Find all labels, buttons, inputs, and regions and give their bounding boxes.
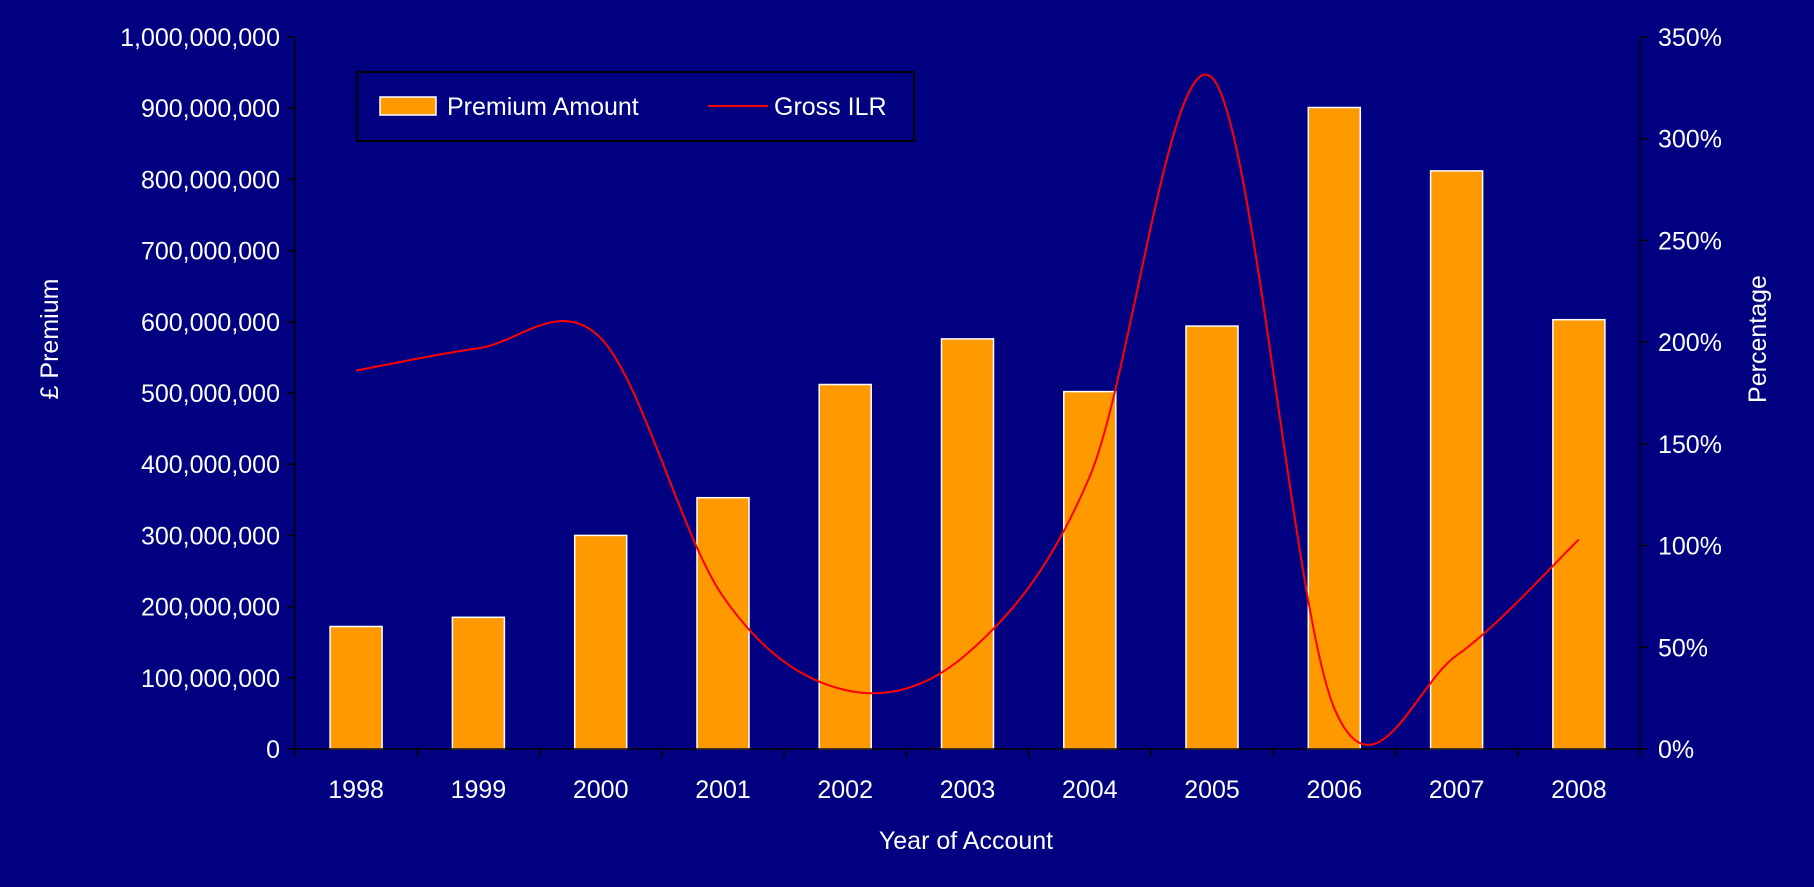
bar-2006 <box>1307 106 1362 750</box>
bar-2007 <box>1429 170 1484 750</box>
y-right-tick-label: 350% <box>1658 24 1722 52</box>
bar-2003 <box>940 338 995 750</box>
y-right-tick-label: 200% <box>1658 329 1722 357</box>
y-left-tick-label: 200,000,000 <box>141 594 280 622</box>
x-tick-label: 2006 <box>1306 776 1362 804</box>
x-axis-ticks: 1998 1999 2000 2001 2002 2003 2004 2005 2006 2007… <box>294 749 1641 804</box>
x-tick-label: 2007 <box>1429 776 1485 804</box>
x-tick-label: 1999 <box>451 776 507 804</box>
bar-2004 <box>1063 390 1117 750</box>
y-axis-right-title: Percentage <box>1744 275 1772 403</box>
y-left-tick-label: 700,000,000 <box>141 238 280 266</box>
left-axis-ticks: 0 100,000,000 200,000,000 300,000,000 400,00… <box>120 24 295 764</box>
y-left-tick-label: 900,000,000 <box>141 95 280 123</box>
legend-swatch-premium-amount <box>379 96 437 116</box>
y-right-tick-label: 300% <box>1658 126 1722 154</box>
x-tick-label: 2002 <box>817 776 873 804</box>
y-left-tick-label: 500,000,000 <box>141 380 280 408</box>
legend: Premium Amount Gross ILR <box>356 71 915 142</box>
y-left-tick-label: 300,000,000 <box>141 522 280 550</box>
bar-1999 <box>451 616 506 750</box>
bar-2001 <box>696 496 750 750</box>
right-axis-ticks: 0% 50% 100% 150% 200% 250% 300% 350% <box>1640 24 1722 764</box>
bar-2005 <box>1185 325 1239 750</box>
y-right-tick-label: 50% <box>1658 634 1708 662</box>
x-tick-label: 2001 <box>695 776 751 804</box>
bar-series-premium-amount <box>329 106 1606 750</box>
legend-box <box>356 71 915 142</box>
line-series-gross-ilr <box>355 73 1580 746</box>
x-tick-label: 2008 <box>1551 776 1607 804</box>
y-left-tick-label: 0 <box>266 736 280 764</box>
bar-2002 <box>818 383 872 750</box>
x-tick-label: 2000 <box>573 776 629 804</box>
y-axis-left-title: £ Premium <box>36 279 64 400</box>
y-left-tick-label: 1,000,000,000 <box>120 24 280 52</box>
x-tick-label: 2004 <box>1062 776 1118 804</box>
x-axis-title: Year of Account <box>879 827 1053 855</box>
y-left-tick-label: 100,000,000 <box>141 665 280 693</box>
y-left-tick-label: 400,000,000 <box>141 451 280 479</box>
bar-1998 <box>329 625 383 750</box>
y-right-tick-label: 0% <box>1658 736 1694 764</box>
bar-2000 <box>573 534 628 750</box>
y-left-tick-label: 600,000,000 <box>141 309 280 337</box>
y-right-tick-label: 150% <box>1658 431 1722 459</box>
bar-2008 <box>1552 318 1606 750</box>
legend-label-premium-amount: Premium Amount <box>447 93 639 121</box>
x-tick-label: 2005 <box>1184 776 1240 804</box>
x-tick-label: 1998 <box>328 776 384 804</box>
x-tick-label: 2003 <box>940 776 996 804</box>
y-right-tick-label: 250% <box>1658 227 1722 255</box>
legend-label-gross-ilr: Gross ILR <box>774 93 887 121</box>
y-left-tick-label: 800,000,000 <box>141 166 280 194</box>
line-gross-ilr <box>355 73 1580 746</box>
y-right-tick-label: 100% <box>1658 533 1722 561</box>
axes <box>294 37 1641 750</box>
